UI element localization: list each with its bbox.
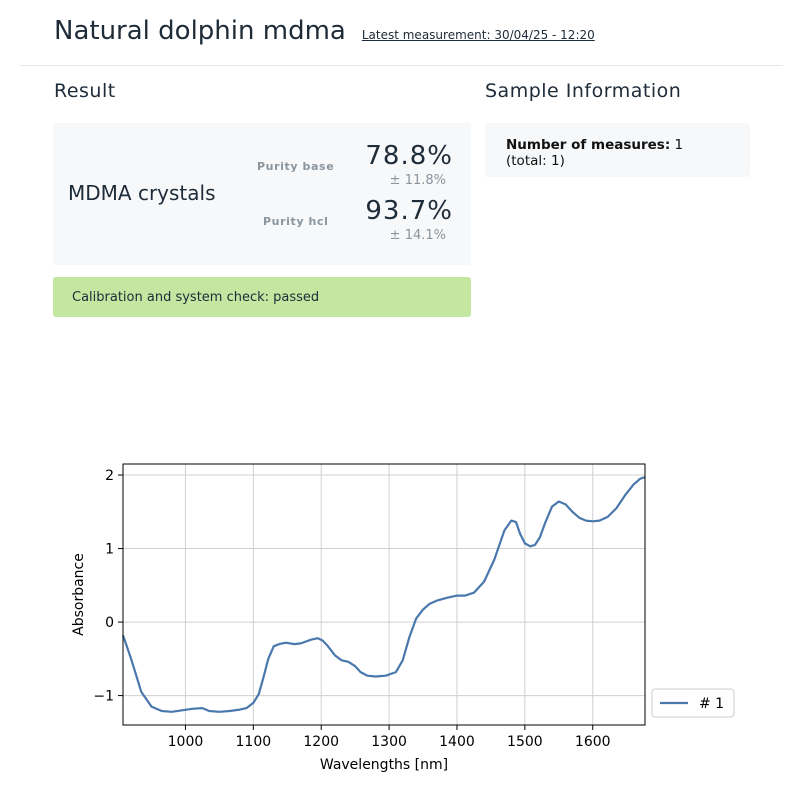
x-tick-label: 1000	[168, 734, 204, 750]
sample-info-text: Number of measures: 1 (total: 1)	[506, 137, 683, 169]
x-axis-label: Wavelengths [nm]	[320, 757, 448, 773]
purity-hcl-error: ± 14.1%	[389, 228, 446, 243]
purity-base-label: Purity base	[257, 160, 335, 173]
x-tick-label: 1500	[507, 734, 543, 750]
y-tick-label: 2	[105, 468, 114, 484]
y-tick-label: 0	[105, 615, 114, 631]
measures-value: 1	[674, 137, 684, 153]
x-tick-label: 1300	[371, 734, 407, 750]
measures-label: Number of measures:	[506, 137, 671, 153]
latest-measurement-link[interactable]: Latest measurement: 30/04/25 - 12:20	[361, 28, 595, 42]
series-line	[121, 476, 646, 713]
purity-hcl-value: 93.7%	[365, 196, 453, 226]
measures-total: (total: 1)	[506, 153, 565, 169]
legend-label: # 1	[699, 696, 724, 712]
y-tick-label: 1	[105, 542, 114, 558]
sample-info-section-title: Sample Information	[485, 80, 682, 102]
absorbance-chart: 1000 1100 1200 1300 1400 1500 1600 −1 0 1 2 Wavelen…	[71, 463, 735, 773]
purity-base-error: ± 11.8%	[389, 173, 446, 188]
x-tick-label: 1100	[236, 734, 272, 750]
y-tick-label: −1	[93, 689, 114, 705]
x-tick-label: 1200	[303, 734, 339, 750]
purity-hcl-label: Purity hcl	[263, 215, 329, 228]
page-header: Natural dolphin mdma Latest measurement:…	[54, 16, 595, 46]
calibration-status-banner: Calibration and system check: passed	[53, 277, 471, 317]
plot-frame	[122, 463, 646, 726]
page-title: Natural dolphin mdma	[54, 16, 346, 46]
result-card: MDMA crystals Purity base 78.8% ± 11.8% …	[53, 123, 471, 265]
x-tick-label: 1600	[575, 734, 611, 750]
legend-box	[651, 688, 735, 718]
result-section-title: Result	[54, 80, 116, 102]
y-axis-label: Absorbance	[71, 553, 87, 636]
x-tick-label: 1400	[439, 734, 475, 750]
calibration-status-text: Calibration and system check: passed	[72, 290, 320, 305]
purity-base-value: 78.8%	[365, 141, 453, 171]
header-divider	[20, 65, 783, 66]
substance-name: MDMA crystals	[68, 181, 216, 205]
sample-info-card: Number of measures: 1 (total: 1)	[485, 123, 750, 177]
